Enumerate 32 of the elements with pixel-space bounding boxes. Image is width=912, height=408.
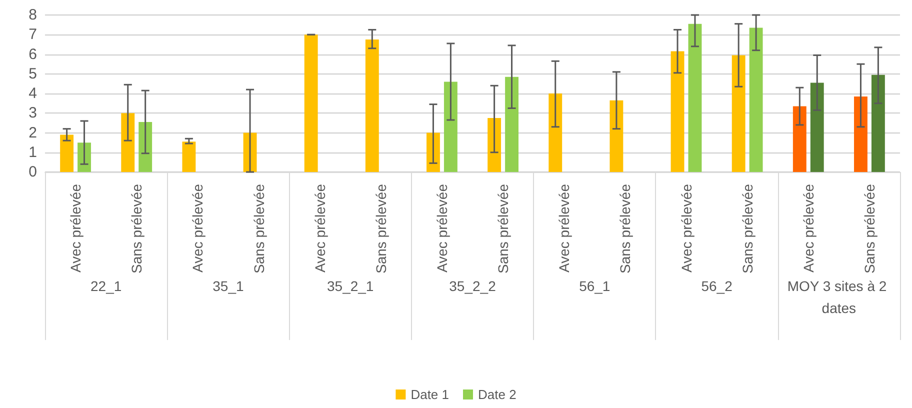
text: 56_1 [579, 278, 610, 294]
text: 22_1 [90, 278, 122, 294]
y-tick-label: 0 [28, 164, 37, 180]
text: 35_1 [212, 278, 244, 294]
text: 35_2_2 [449, 278, 496, 294]
legend-label: Date 2 [478, 387, 516, 402]
x-tick-label: Sans prélevée [495, 184, 512, 274]
y-tick-label: 4 [28, 85, 37, 102]
x-tick-label: Avec prélevée [678, 184, 694, 272]
y-tick-label: 3 [28, 104, 37, 122]
x-tick-label: Sans prélevée [250, 184, 267, 274]
legend-label: Date 1 [410, 387, 450, 402]
x-tick-label: Avec prélevée [312, 184, 328, 272]
y-tick-label: 1 [28, 144, 37, 161]
x-tick-label: Avec prélevée [68, 184, 84, 272]
y-tick-label: 6 [28, 46, 37, 63]
y-tick-label: 2 [28, 124, 37, 142]
x-tick-label: Avec prélevée [800, 184, 816, 272]
x-tick-label: Avec prélevée [190, 184, 206, 272]
x-tick-label: Avec prélevée [556, 184, 572, 272]
text: 56_2 [701, 278, 733, 294]
text: 35_2_1 [327, 278, 374, 294]
x-tick-label: Sans prélevée [372, 184, 389, 274]
y-tick-label: 5 [28, 65, 37, 82]
y-tick-label: 8 [28, 6, 37, 24]
y-tick-label: 7 [28, 26, 37, 44]
x-tick-label: Sans prélevée [617, 184, 634, 274]
x-tick-label: Sans prélevée [739, 184, 756, 274]
text: MOY 3 sites à 2 dates [787, 278, 891, 316]
x-tick-label: Sans prélevée [128, 184, 145, 274]
x-tick-label: Sans prélevée [861, 184, 878, 274]
x-tick-label: Avec prélevée [434, 184, 450, 272]
